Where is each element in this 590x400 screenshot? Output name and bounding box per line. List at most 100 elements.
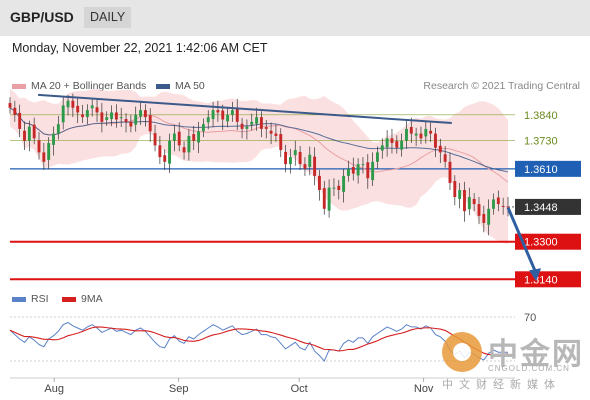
candle-body — [487, 208, 491, 225]
candle-body — [376, 152, 379, 162]
x-tick-label: Oct — [291, 383, 308, 395]
level-label: 1.3610 — [524, 164, 558, 176]
level-label-box — [515, 198, 581, 215]
candle-body — [153, 133, 157, 146]
candle-body — [405, 128, 408, 141]
watermark: 中金网 CNGOLD.COM.CN 中文财经新媒体 — [440, 327, 585, 397]
candle-body — [293, 150, 297, 156]
candle-body — [356, 164, 360, 176]
candle-body — [385, 138, 389, 148]
candle-body — [230, 110, 234, 115]
candle-body — [139, 110, 142, 117]
candle-body — [90, 105, 94, 109]
watermark-tagline: 中文财经新媒体 — [442, 379, 561, 391]
candle-body — [81, 114, 84, 118]
candle-body — [400, 140, 404, 150]
candle-body — [327, 187, 331, 211]
candle-body — [129, 121, 133, 127]
candle-body — [110, 112, 113, 120]
candle-body — [395, 141, 399, 148]
candle-body — [235, 108, 239, 122]
candle-body — [429, 130, 433, 134]
watermark-brand: 中金网 — [488, 338, 584, 371]
candle-body — [274, 133, 278, 136]
candle-body — [105, 117, 109, 120]
legend-ma9-label: 9MA — [81, 293, 103, 305]
candle-body — [250, 121, 254, 125]
legend-ma20-label: MA 20 + Bollinger Bands — [31, 80, 147, 92]
candle-body — [134, 114, 138, 125]
candle-body — [317, 175, 321, 190]
candle-body — [18, 112, 22, 129]
candle-body — [443, 154, 447, 162]
rsi-line — [9, 321, 508, 362]
candle-body — [284, 151, 288, 165]
rsi-tick-label: 70 — [524, 312, 536, 324]
candle-body — [76, 105, 80, 113]
level-label-box — [515, 233, 581, 250]
candle-body — [114, 112, 118, 120]
candle-body — [366, 162, 370, 179]
level-label-box — [515, 160, 581, 177]
candle-body — [211, 110, 215, 120]
candle-body — [182, 147, 186, 153]
legend-rsi-label: RSI — [31, 293, 49, 305]
timestamp: Monday, November 22, 2021 1:42:06 AM CET — [12, 41, 268, 55]
candle-body — [424, 128, 428, 137]
candle-body — [472, 198, 476, 205]
candle-body — [269, 130, 273, 134]
timeframe-button[interactable]: DAILY — [84, 7, 132, 28]
candle-body — [245, 126, 249, 129]
candle-body — [71, 100, 75, 108]
candle-body — [501, 205, 505, 207]
candle-body — [361, 164, 365, 166]
candle-body — [119, 117, 123, 119]
candle-body — [100, 112, 104, 122]
candle-body — [434, 133, 437, 148]
level-label: 1.3448 — [524, 202, 558, 214]
candle-body — [168, 140, 172, 164]
candle-body — [177, 131, 181, 146]
candle-body — [95, 107, 99, 113]
candle-body — [148, 115, 152, 132]
candle-body — [390, 138, 394, 143]
legend-ma20: MA 20 + Bollinger Bands — [12, 80, 146, 92]
candle-body — [303, 164, 307, 169]
candle-body — [52, 133, 55, 145]
candle-body — [458, 190, 462, 199]
legend-rsi: RSI — [12, 293, 49, 305]
candle-body — [477, 204, 481, 216]
candle-body — [414, 133, 418, 136]
legend-ma50-label: MA 50 — [175, 80, 205, 92]
candle-body — [163, 155, 167, 162]
candle-body — [313, 156, 317, 176]
candle-body — [259, 117, 263, 129]
candle-body — [143, 110, 147, 118]
rsi-ma9-line — [9, 326, 509, 356]
candle-body — [463, 190, 466, 212]
candle-body — [61, 105, 65, 123]
candle-body — [467, 197, 471, 210]
candle-body — [496, 197, 500, 205]
candle-body — [47, 143, 51, 160]
candle-body — [8, 103, 12, 108]
candle-body — [37, 140, 41, 153]
candle-body — [308, 154, 312, 167]
candle-body — [32, 124, 36, 139]
candle-body — [240, 123, 244, 129]
candle-body — [438, 145, 442, 153]
candle-body — [380, 145, 384, 151]
legend-ma9: 9MA — [62, 293, 103, 305]
candle-body — [216, 110, 220, 113]
candle-body — [332, 187, 336, 189]
bollinger-band — [10, 88, 508, 245]
candle-body — [506, 206, 510, 208]
candle-body — [298, 151, 302, 165]
candle-body — [85, 110, 89, 118]
candle-body — [13, 107, 17, 115]
level-label: 1.3300 — [524, 237, 558, 249]
candle-body — [23, 130, 26, 141]
candle-body — [288, 157, 292, 165]
candle-body — [448, 161, 452, 183]
